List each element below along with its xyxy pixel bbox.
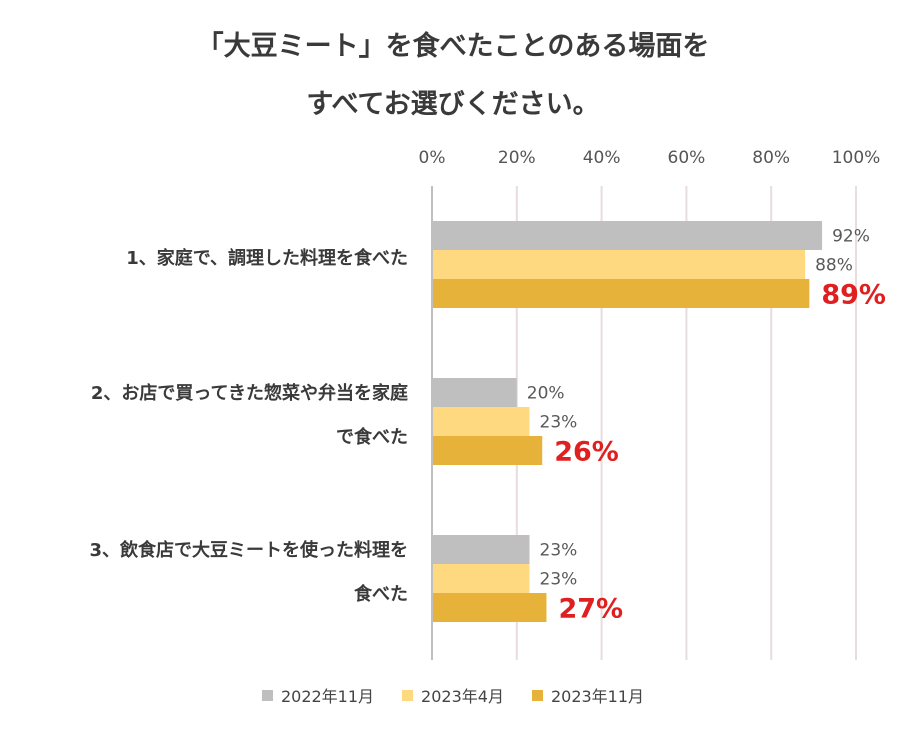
data-label: 27% [558,594,623,625]
data-label: 26% [554,437,619,468]
category-label-line: 食べた [354,583,408,605]
category-label-line: で食べた [336,426,408,448]
bar [433,407,530,436]
category-label-line: 2、お店で買ってきた惣菜や弁当を家庭 [90,382,408,404]
data-label: 23% [540,541,578,561]
bar [433,250,806,279]
x-tick-label: 0% [419,148,446,168]
data-label: 89% [821,280,886,311]
legend-swatch [261,689,273,701]
chart-title-line-1: 「大豆ミート」を食べたことのある場面を [196,31,710,62]
legend-item: 2023年11月 [531,683,645,707]
x-tick-label: 80% [752,148,790,168]
bar [433,593,547,622]
legend-swatch [531,689,543,701]
bar [433,535,530,564]
category-label-line: 3、飲食店で大豆ミートを使った料理を [89,539,408,561]
data-label: 20% [527,384,565,404]
category-label: 3、飲食店で大豆ミートを使った料理を食べた [89,529,408,617]
bar [433,564,530,593]
legend-item: 2022年11月 [261,683,375,707]
data-label: 23% [540,413,578,433]
legend-item: 2023年4月 [402,683,504,707]
bar [433,221,823,250]
data-label: 23% [540,570,578,590]
bar [433,436,543,465]
category-label: 2、お店で買ってきた惣菜や弁当を家庭で食べた [91,372,408,460]
x-tick-label: 40% [583,148,621,168]
data-label: 92% [832,227,870,247]
legend-swatch [402,689,414,701]
bar [433,378,517,407]
x-tick-label: 60% [668,148,706,168]
category-label: 1、家庭で、調理した料理を食べた [126,237,408,281]
category-label-line: 1、家庭で、調理した料理を食べた [126,247,408,269]
legend: 2022年11月 2023年4月 2023年11月 [0,683,906,707]
x-tick-label: 100% [832,148,881,168]
x-tick-label: 20% [498,148,536,168]
legend-label: 2022年11月 [280,687,375,706]
chart-title-line-2: すべてお選びください。 [306,89,600,120]
data-label: 88% [815,256,853,276]
bar [433,279,810,308]
legend-label: 2023年11月 [550,687,645,706]
legend-label: 2023年4月 [421,687,504,706]
